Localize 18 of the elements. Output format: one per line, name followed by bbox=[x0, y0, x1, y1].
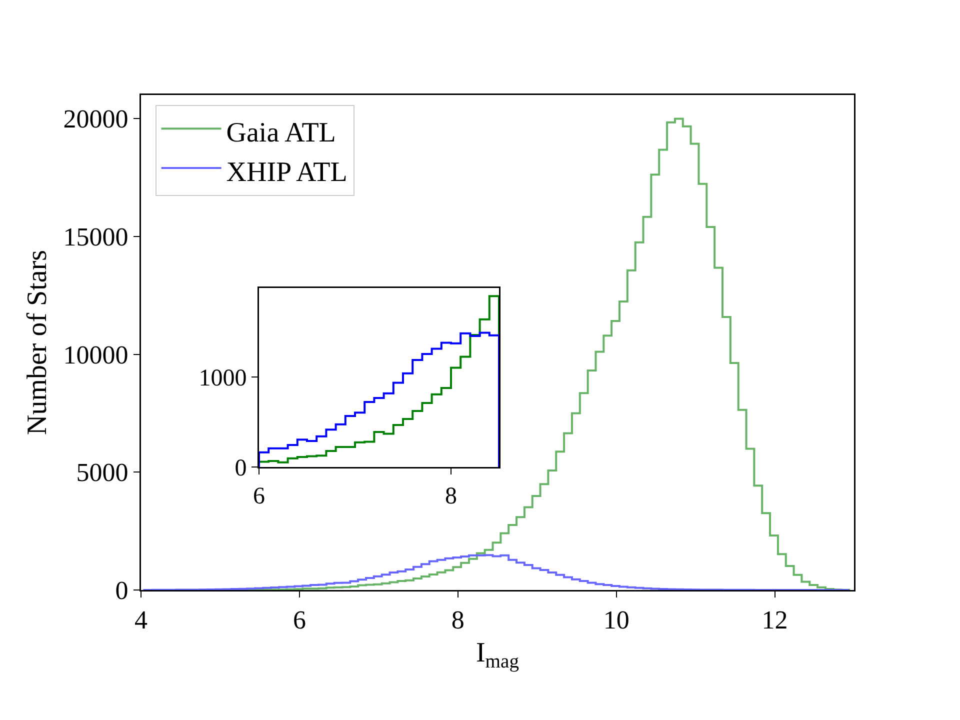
x-tick-label: 12 bbox=[762, 606, 788, 635]
y-tick-label: 10000 bbox=[63, 340, 128, 370]
legend-label: Gaia ATL bbox=[226, 118, 336, 149]
x-tick-label: 6 bbox=[292, 606, 306, 635]
y-tick-label: 5000 bbox=[76, 458, 128, 488]
x-tick-label: 8 bbox=[451, 606, 464, 635]
y-tick-label: 15000 bbox=[63, 222, 128, 252]
y-tick-label: 0 bbox=[234, 455, 247, 482]
x-tick-label: 10 bbox=[603, 606, 630, 635]
x-tick-label: 4 bbox=[134, 606, 148, 635]
x-axis-title: I$_{mag}$ bbox=[476, 638, 520, 672]
y-axis-title: Number of Stars bbox=[22, 250, 54, 436]
legend-label: XHIP ATL bbox=[226, 156, 348, 188]
y-tick-label: 20000 bbox=[63, 104, 128, 134]
x-tick-label: 8 bbox=[445, 483, 457, 510]
y-tick-label: 0 bbox=[115, 576, 128, 606]
y-tick-label: 1000 bbox=[198, 365, 247, 392]
x-tick-label: 6 bbox=[253, 483, 265, 510]
